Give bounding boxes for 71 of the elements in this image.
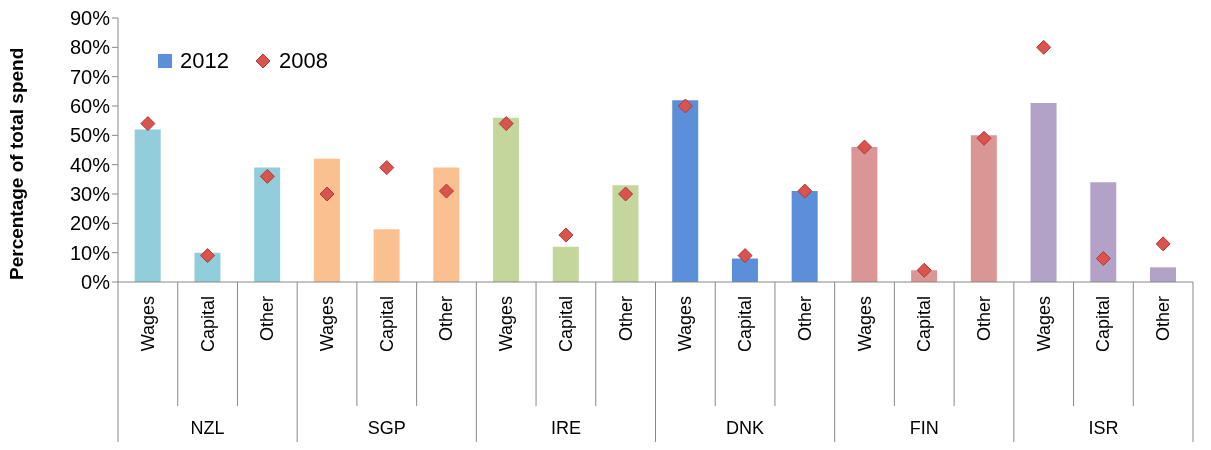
x-tick-label: Other [794,296,815,342]
point [1036,39,1052,55]
bar [1090,182,1117,282]
bar [970,135,997,282]
text: FIN [909,418,939,438]
bar [1150,267,1176,282]
x-tick-label: Wages [137,296,158,352]
x-tick-label: Other [615,296,636,342]
point [319,186,335,202]
y-tick-label: 60% [69,95,111,118]
bar [313,158,340,282]
y-tick-label: 0% [81,271,111,294]
bar [612,185,639,282]
point [857,139,873,155]
y-tick-label: 10% [69,241,111,264]
point [200,248,216,264]
legend-label: 2008 [278,48,328,74]
point [259,168,275,184]
y-tick-label: 70% [69,65,111,88]
bar [552,246,579,282]
point [558,227,574,243]
bar [791,191,818,282]
text: IRE [550,418,581,438]
text: ISR [1088,418,1119,438]
x-tick-label: Other [436,296,457,342]
x-tick-label: Capital [1093,296,1114,353]
x-tick-label: Other [1153,296,1174,342]
text: NZL [190,418,225,438]
x-tick-label: Other [257,296,278,342]
x-tick-label: Capital [735,296,756,353]
bar [493,117,520,282]
x-tick-label: Other [973,296,994,342]
point [1095,251,1111,267]
x-tick-label: Capital [376,296,397,353]
y-tick-label: 40% [69,153,111,176]
bar [254,167,281,282]
point [677,98,693,114]
y-axis-title: Percentage of total spend [5,47,27,280]
y-tick-label: 20% [69,212,111,235]
x-tick-label: Wages [675,296,696,352]
point [976,130,992,146]
x-tick-label: Capital [555,296,576,353]
y-tick-label: 30% [69,183,111,206]
bar [672,100,699,282]
bar [373,229,400,282]
x-tick-label: Wages [1033,296,1054,352]
x-tick-label: Capital [914,296,935,353]
point [737,248,753,264]
text: DNK [726,418,765,438]
bar [851,147,878,282]
point [498,116,514,132]
point [438,183,454,199]
point [379,160,395,176]
point [916,262,932,278]
x-tick-label: Wages [317,296,338,352]
legend-label: 2012 [180,48,229,74]
bar [731,258,758,282]
point [140,116,156,132]
x-tick-label: Capital [197,296,218,353]
bar [1030,103,1057,282]
y-tick-label: 50% [69,124,111,147]
x-tick-label: Wages [496,296,517,352]
y-tick-label: 90% [69,7,111,30]
bar [134,129,161,282]
text: SGP [367,418,406,438]
point [797,183,813,199]
point [1155,236,1171,252]
point [618,186,634,202]
y-tick-label: 80% [69,36,111,59]
bar [433,167,460,282]
x-tick-label: Wages [854,296,875,352]
